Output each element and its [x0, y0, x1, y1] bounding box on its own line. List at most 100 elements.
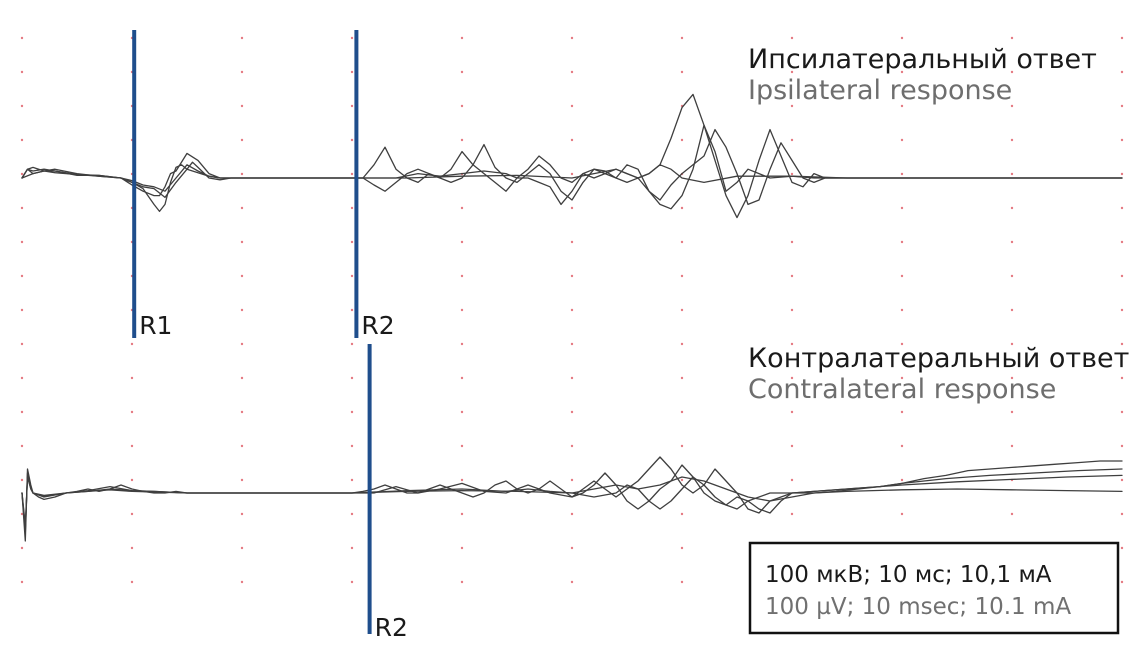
grid-dot [790, 308, 794, 312]
ipsilateral-markers: R1 R2 [132, 30, 395, 340]
ipsilateral-traces [21, 93, 1123, 219]
grid-dot [460, 274, 464, 278]
grid-dot [1010, 138, 1014, 142]
grid-dot [350, 70, 354, 74]
trace-line-4 [21, 164, 1123, 192]
grid-dot [900, 138, 904, 142]
grid-dot [680, 580, 684, 584]
grid-dot [240, 36, 244, 40]
grid-dot [350, 546, 354, 550]
grid-dot [790, 274, 794, 278]
grid-dot [240, 70, 244, 74]
grid-dot [130, 342, 134, 346]
grid-dot [460, 36, 464, 40]
grid-dot [570, 308, 574, 312]
grid-dot [20, 308, 24, 312]
trace-line-2 [21, 456, 1123, 534]
grid-dot [240, 206, 244, 210]
grid-dot [460, 206, 464, 210]
grid-dot [1120, 410, 1124, 414]
scale-box-frame [748, 541, 1120, 635]
grid-dot [240, 308, 244, 312]
grid-dot [1010, 206, 1014, 210]
grid-dot [570, 240, 574, 244]
grid-dot [900, 376, 904, 380]
trace-line-2 [21, 128, 1123, 206]
grid-dot [900, 444, 904, 448]
grid-dot [350, 444, 354, 448]
grid-dot [240, 410, 244, 414]
grid-dot [900, 206, 904, 210]
grid-dot [350, 36, 354, 40]
grid-dot [570, 478, 574, 482]
grid-dot [20, 240, 24, 244]
grid-dot [790, 70, 794, 74]
grid-dot [240, 546, 244, 550]
grid-dot [570, 342, 574, 346]
grid-dot [680, 410, 684, 414]
grid-dot [20, 342, 24, 346]
grid-dot [350, 104, 354, 108]
grid-dot [790, 206, 794, 210]
grid-dot [20, 274, 24, 278]
grid-dot [20, 172, 24, 176]
grid-dot [570, 410, 574, 414]
grid-dot [900, 342, 904, 346]
grid-dot [1010, 342, 1014, 346]
grid-dot [240, 512, 244, 516]
grid-dot [570, 172, 574, 176]
grid-dot [240, 444, 244, 448]
grid-dots [20, 36, 1124, 584]
grid-dot [680, 342, 684, 346]
grid-dot [240, 376, 244, 380]
grid-dot [900, 70, 904, 74]
grid-dot [570, 138, 574, 142]
grid-dot [900, 410, 904, 414]
grid-dot [790, 376, 794, 380]
grid-dot [240, 240, 244, 244]
grid-dot [460, 580, 464, 584]
grid-dot [20, 444, 24, 448]
grid-dot [1120, 172, 1124, 176]
grid-dot [1120, 104, 1124, 108]
grid-dot [570, 376, 574, 380]
trace-line-3 [21, 124, 1123, 210]
contralateral-title-en: Contralateral response [748, 374, 1056, 405]
grid-dot [240, 138, 244, 142]
grid-dot [1120, 546, 1124, 550]
grid-dot [900, 36, 904, 40]
grid-dot [680, 240, 684, 244]
grid-dot [240, 478, 244, 482]
ipsilateral-panel: R1 R2 Ипсилатеральный ответ Ipsilateral r… [21, 30, 1123, 340]
scale-line-ru: 100 мкВ; 10 мс; 10,1 мА [765, 562, 1052, 588]
grid-dot [900, 478, 904, 482]
grid-dot [350, 342, 354, 346]
grid-dot [570, 274, 574, 278]
grid-dot [570, 512, 574, 516]
grid-dot [460, 342, 464, 346]
grid-dot [350, 206, 354, 210]
grid-dot [680, 36, 684, 40]
grid-dot [680, 138, 684, 142]
grid-dot [1010, 376, 1014, 380]
grid-dot [1120, 512, 1124, 516]
grid-dot [680, 478, 684, 482]
grid-dot [900, 512, 904, 516]
grid-dot [570, 580, 574, 584]
grid-dot [460, 104, 464, 108]
grid-dot [790, 36, 794, 40]
contralateral-markers: R2 [367, 344, 408, 642]
grid-dot [460, 478, 464, 482]
grid-dot [20, 70, 24, 74]
grid-dot [790, 410, 794, 414]
grid-dot [900, 274, 904, 278]
grid-dot [350, 376, 354, 380]
grid-dot [350, 274, 354, 278]
grid-dot [20, 36, 24, 40]
grid-dot [680, 70, 684, 74]
ipsilateral-title-en: Ipsilateral response [748, 75, 1012, 106]
grid-dot [460, 70, 464, 74]
grid-dot [350, 138, 354, 142]
grid-dot [680, 512, 684, 516]
grid-dot [1010, 104, 1014, 108]
